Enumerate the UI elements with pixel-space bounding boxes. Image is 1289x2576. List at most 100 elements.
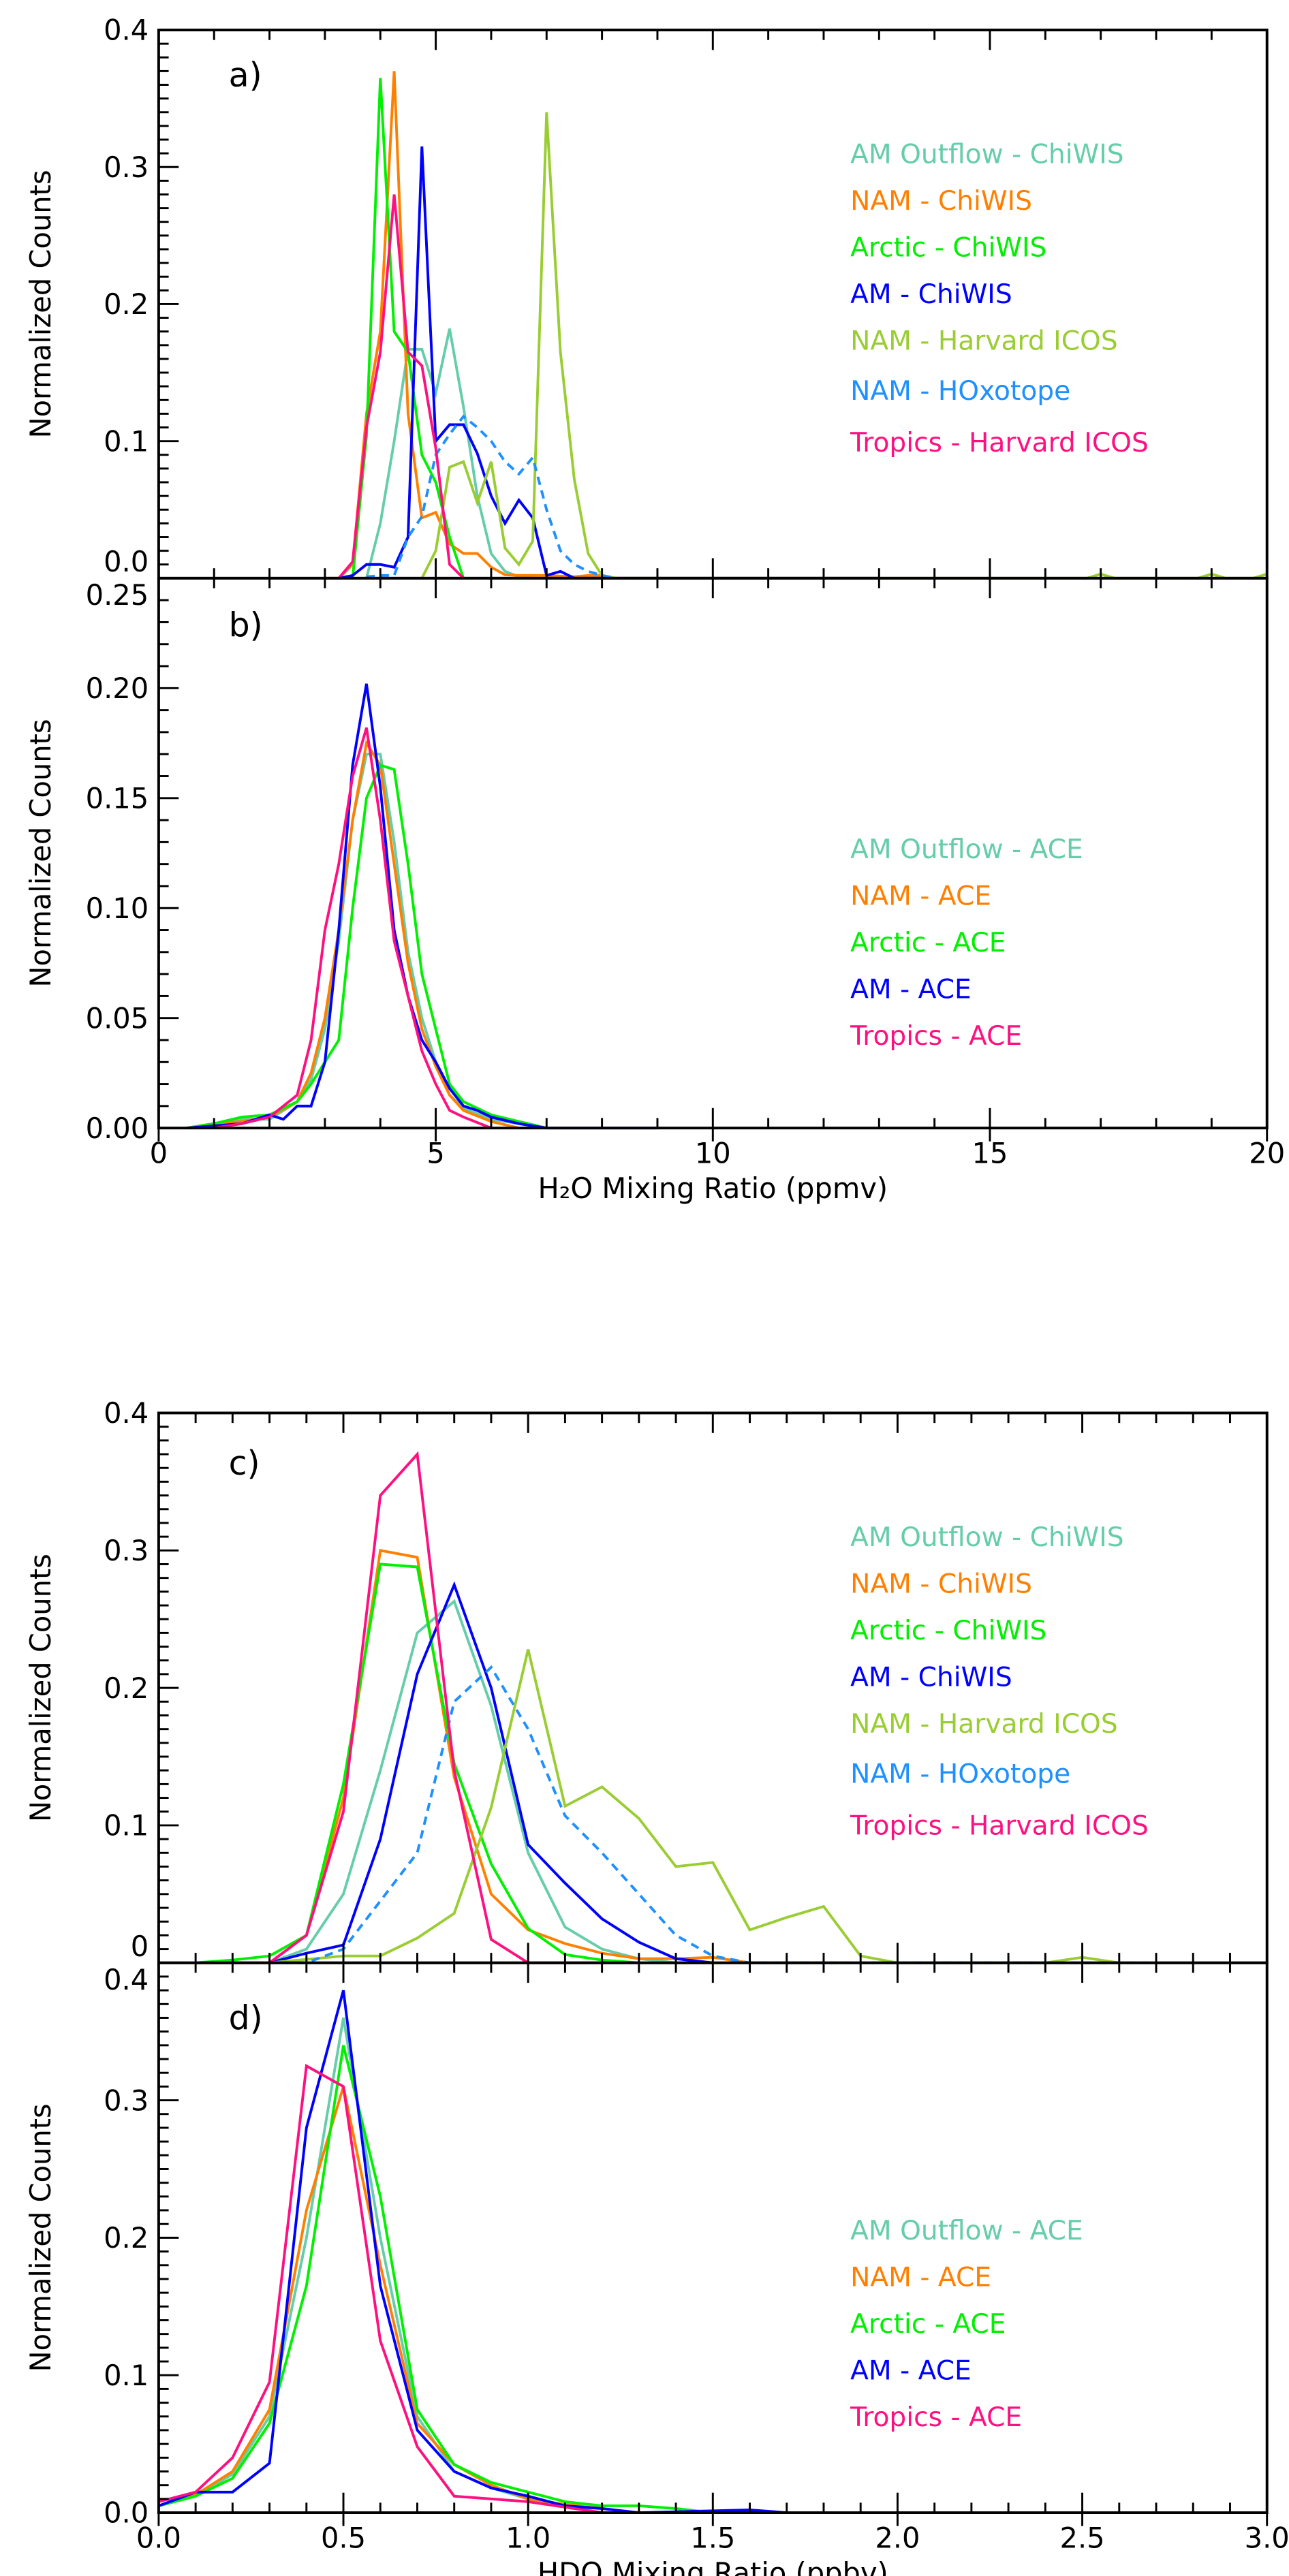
y-tick-label: 0.3	[104, 1534, 149, 1567]
x-tick-label: 1.5	[690, 2521, 735, 2554]
series-line-am-outflow-ace	[186, 753, 547, 1130]
legend-entry: Arctic - ChiWIS	[850, 1616, 1046, 1646]
y-axis-label: Normalized Counts	[24, 2103, 57, 2372]
x-axis-label: HDO Mixing Ratio (ppbv)	[538, 2556, 888, 2576]
legend-entry: AM Outflow - ACE	[850, 2216, 1083, 2246]
legend-entry: NAM - Harvard ICOS	[850, 326, 1118, 357]
y-tick-label: 0.3	[104, 2084, 149, 2117]
y-tick-label: 0.1	[104, 2359, 149, 2392]
series-line-nam-chiwis	[196, 1548, 824, 1964]
axes-frame	[157, 576, 1269, 1130]
y-tick-label: 0.1	[104, 1809, 149, 1842]
panel-label: c)	[229, 1444, 260, 1483]
series-line-nam-hoxotope	[366, 414, 617, 580]
y-tick-label: 0.4	[104, 1396, 149, 1430]
legend-entry: NAM - Harvard ICOS	[850, 1709, 1118, 1740]
legend-entry: AM - ACE	[850, 2355, 972, 2386]
series-line-tropics-harvard-icos	[196, 1451, 602, 1964]
y-tick-label: 0.20	[86, 672, 149, 705]
y-tick-label: 0.0	[104, 2496, 149, 2530]
panel-label: a)	[229, 56, 262, 95]
ticks	[157, 1412, 1269, 1964]
panel-a: 0.0 0.1 0.2 0.3 0.4 Normalized Counts a) AM Out…	[24, 14, 1269, 580]
x-tick-label: 0.0	[136, 2521, 181, 2554]
y-tick-label: 0.0	[104, 545, 149, 578]
y-tick-label: 0.10	[86, 892, 149, 925]
x-tick-label: 5	[426, 1137, 444, 1170]
x-axis-label: H₂O Mixing Ratio (ppmv)	[538, 1172, 888, 1205]
y-axis-label: Normalized Counts	[24, 170, 57, 438]
legend-entry: NAM - ChiWIS	[850, 186, 1032, 217]
y-tick-label: 0.1	[104, 424, 149, 458]
legend-entry: AM - ChiWIS	[850, 1663, 1012, 1693]
y-axis-label: Normalized Counts	[24, 719, 57, 987]
y-tick-label: 0.25	[86, 578, 149, 612]
series-line-arctic-ace	[158, 2045, 713, 2514]
panel-label: d)	[229, 1999, 263, 2038]
series-line-am-outflow-chiwis	[196, 1599, 677, 1964]
y-tick-label: 0	[131, 1930, 149, 1963]
x-tick-label: 1.0	[506, 2521, 550, 2554]
legend: AM Outflow - ChiWIS NAM - ChiWIS Arctic - …	[850, 140, 1149, 458]
y-tick-label: 0.3	[104, 151, 149, 184]
legend-entry: NAM - HOxotope	[850, 376, 1070, 407]
legend-entry: Tropics - Harvard ICOS	[850, 428, 1149, 458]
panel-c: 0 0.1 0.2 0.3 0.4 Normalized Counts c) AM Outfl…	[24, 1396, 1269, 1964]
x-tick-label: 10	[695, 1137, 731, 1170]
legend-entry: AM - ChiWIS	[850, 279, 1012, 310]
series-line-arctic-chiwis	[195, 1562, 639, 1964]
x-tick-label: 0.5	[321, 2521, 366, 2554]
series-line-tropics-harvard-icos	[337, 194, 465, 580]
legend-entry: NAM - HOxotope	[850, 1759, 1070, 1790]
legend-entry: AM - ACE	[850, 974, 972, 1005]
axes-frame	[157, 1961, 1269, 2514]
legend-entry: NAM - ACE	[850, 2262, 991, 2293]
y-tick-label: 0.05	[86, 1001, 149, 1035]
y-tick-label: 0.4	[104, 1963, 149, 1996]
legend: AM Outflow - ChiWIS NAM - ChiWIS Arctic - …	[850, 1522, 1149, 1841]
series-line-nam-chiwis	[324, 71, 657, 580]
series-line-am-ace	[158, 1990, 787, 2514]
y-tick-label: 0.4	[104, 14, 149, 47]
y-tick-label: 0.15	[86, 781, 149, 815]
series-line-nam-ace	[186, 739, 520, 1130]
legend-entry: AM Outflow - ChiWIS	[850, 1522, 1124, 1553]
x-tick-label: 15	[972, 1137, 1008, 1170]
legend-entry: NAM - ACE	[850, 881, 991, 911]
series-line-tropics-ace	[213, 727, 492, 1130]
legend: AM Outflow - ACE NAM - ACE Arctic - ACE AM …	[850, 834, 1083, 1052]
legend-entry: Arctic - ChiWIS	[850, 233, 1046, 264]
series-line-am-outflow-chiwis	[365, 328, 533, 580]
legend-entry: Arctic - ACE	[850, 928, 1006, 958]
ticks	[157, 1962, 1269, 2526]
panel-d: 0.0 0.1 0.2 0.3 0.4 0.0 0.5 1.0 1.5 2.0 2.5 3.0 HDO …	[24, 1961, 1289, 2576]
legend: AM Outflow - ACE NAM - ACE Arctic - ACE AM …	[850, 2216, 1083, 2433]
y-axis-label: Normalized Counts	[24, 1554, 57, 1822]
series-line-arctic-ace	[186, 763, 547, 1130]
series-line-nam-harvard-icos	[269, 1649, 1120, 1964]
x-tick-label: 2.5	[1060, 2521, 1105, 2554]
x-tick-label: 20	[1249, 1137, 1285, 1170]
panel-b: 0.00 0.05 0.10 0.15 0.20 0.25 0 5 10 15 20 H₂O Mixi…	[24, 576, 1285, 1205]
series-line-nam-harvard-icos	[420, 112, 1268, 580]
axes-frame	[157, 1411, 1269, 1964]
legend-entry: AM Outflow - ACE	[850, 834, 1083, 865]
y-tick-label: 0.2	[104, 287, 149, 321]
x-tick-label: 0	[150, 1137, 168, 1170]
legend-entry: AM Outflow - ChiWIS	[850, 140, 1124, 170]
axes-frame	[157, 29, 1269, 580]
y-tick-label: 0.2	[104, 1671, 149, 1705]
x-tick-label: 3.0	[1245, 2521, 1289, 2554]
y-tick-label: 0.00	[86, 1112, 149, 1145]
series-line-am-ace	[186, 683, 657, 1130]
legend-entry: Tropics - ACE	[850, 1021, 1022, 1052]
legend-entry: NAM - ChiWIS	[850, 1569, 1032, 1600]
legend-entry: Arctic - ACE	[850, 2309, 1006, 2340]
panel-label: b)	[229, 606, 263, 644]
legend-entry: Tropics - ACE	[850, 2402, 1022, 2433]
legend-entry: Tropics - Harvard ICOS	[850, 1810, 1149, 1841]
x-tick-label: 2.0	[875, 2521, 920, 2554]
y-tick-label: 0.2	[104, 2221, 149, 2255]
ticks	[157, 29, 1269, 580]
